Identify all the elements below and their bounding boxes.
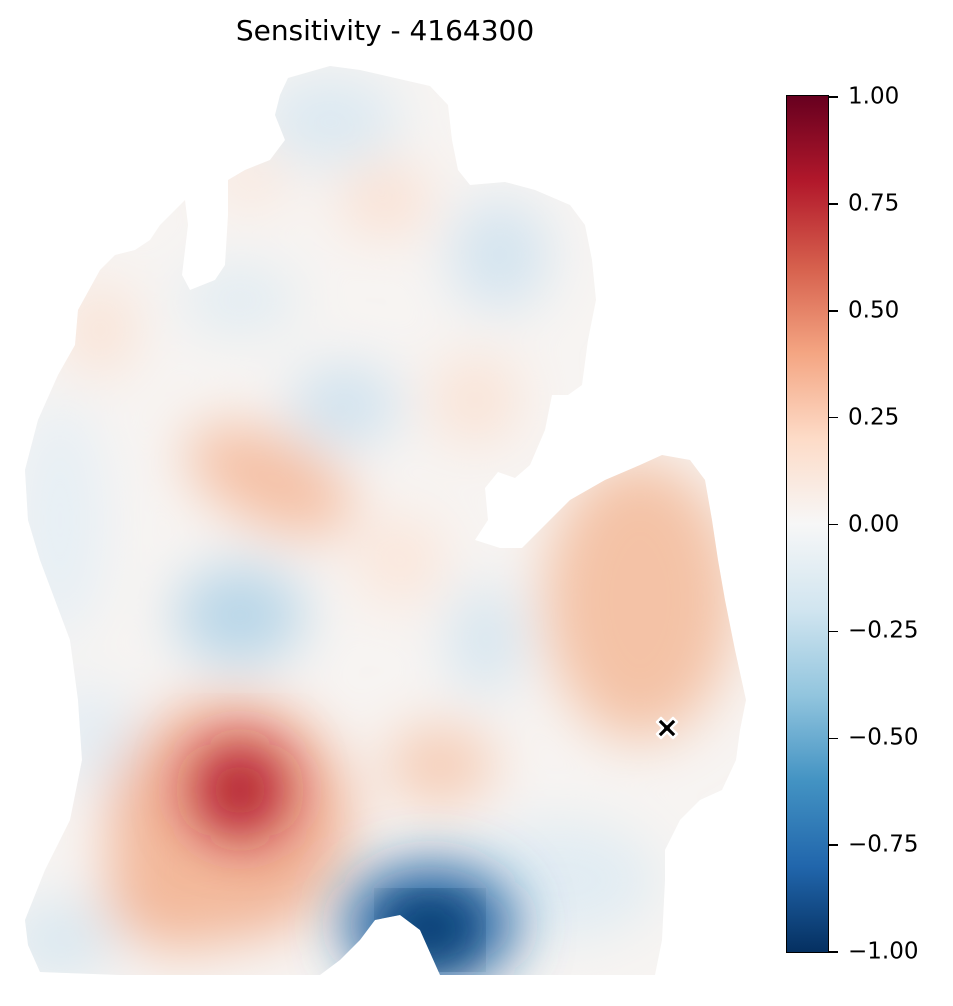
colorbar-tick-mark: [829, 844, 838, 846]
colorbar-tick-mark: [829, 96, 838, 98]
colorbar-tick-label: −0.50: [848, 724, 919, 751]
colorbar-tick-label: 0.75: [848, 190, 900, 217]
colorbar-tick-label: −0.25: [848, 617, 919, 644]
colorbar-tick-mark: [829, 737, 838, 739]
colorbar-tick-label: 1.00: [848, 83, 900, 110]
colorbar-tick-mark: [829, 523, 838, 526]
colorbar-tick-mark: [829, 630, 838, 633]
map-title: Sensitivity - 4164300: [235, 14, 535, 47]
colorbar-tick-label: 0.50: [848, 297, 900, 324]
colorbar-tick-mark: [829, 310, 838, 312]
colorbar-tick-mark: [829, 951, 838, 953]
colorbar-tick-label: 0.00: [848, 511, 900, 537]
colorbar-tick-mark: [829, 203, 838, 205]
colorbar-tick-label: 0.25: [848, 404, 900, 431]
colorbar-tick-mark: [829, 416, 838, 419]
x-marker: [655, 716, 679, 740]
colorbar: [786, 95, 829, 953]
colorbar-tick-label: −0.75: [848, 831, 919, 858]
colorbar-tick-label: −1.00: [848, 938, 919, 965]
